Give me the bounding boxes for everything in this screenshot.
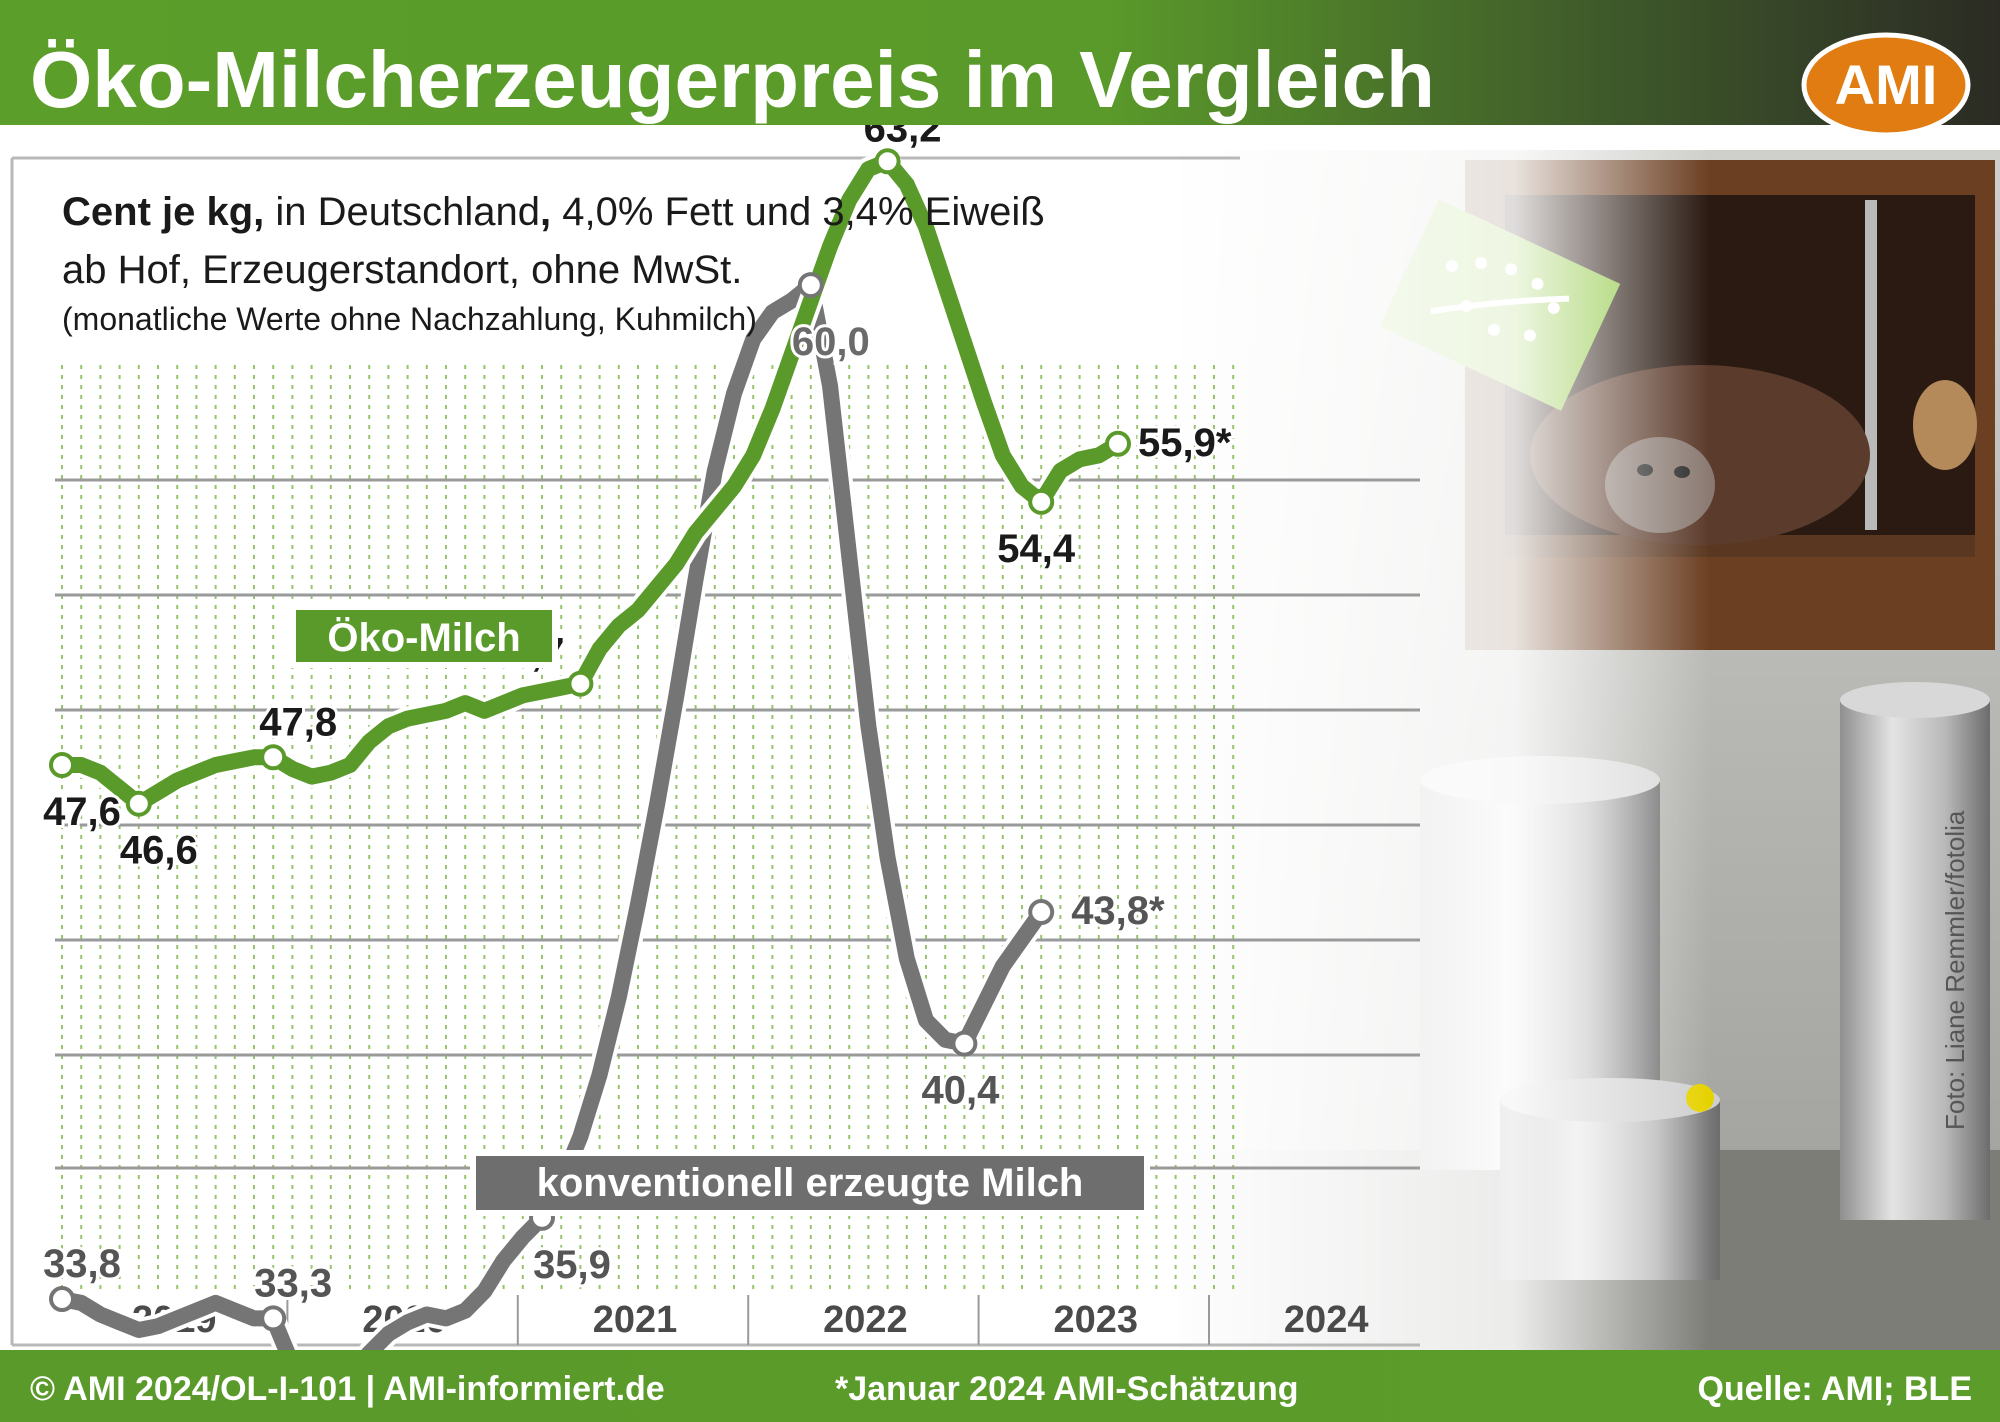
- data-label: 47,8: [259, 700, 337, 744]
- legend-oeko-milch-label: Öko-Milch: [327, 615, 520, 660]
- data-marker: [1028, 899, 1055, 926]
- x-tick-label: 2021: [593, 1299, 678, 1341]
- data-label: 33,8: [43, 1242, 121, 1286]
- legend-konventionell-label: konventionell erzeugte Milch: [537, 1161, 1084, 1205]
- data-marker: [874, 148, 901, 175]
- series-oeko-milch: [50, 149, 1130, 816]
- footer-source: Quelle: AMI; BLE: [1697, 1370, 1972, 1408]
- subtitle-block: Cent je kg, in Deutschland, 4,0% Fett un…: [62, 190, 1045, 337]
- data-marker: [797, 272, 824, 299]
- subtitle-line-3: (monatliche Werte ohne Nachzahlung, Kuhm…: [62, 301, 757, 337]
- data-marker: [125, 790, 152, 817]
- data-label: 43,8*: [1071, 889, 1165, 933]
- ami-logo-text: AMI: [1835, 53, 1938, 116]
- data-marker: [567, 670, 594, 697]
- data-marker: [49, 752, 75, 778]
- page-title: Öko-Milcherzeugerpreis im Vergleich: [30, 35, 1435, 124]
- data-label: 60,0: [792, 320, 870, 364]
- data-marker: [49, 1286, 75, 1313]
- header-bar: Öko-Milcherzeugerpreis im Vergleich AMI: [0, 0, 2000, 138]
- x-tick-label: 2023: [1054, 1299, 1139, 1341]
- subtitle-line-2: ab Hof, Erzeugerstandort, ohne MwSt.: [62, 248, 742, 292]
- ami-logo: AMI: [1801, 32, 1971, 138]
- footer-note: *Januar 2024 AMI-Schätzung: [835, 1370, 1299, 1408]
- subtitle-line-1: Cent je kg, in Deutschland, 4,0% Fett un…: [62, 190, 1045, 234]
- data-label: 55,9*: [1138, 421, 1232, 465]
- series-konventionell: [50, 273, 1054, 1420]
- legend-oeko-milch: Öko-Milch: [290, 604, 558, 668]
- footer-copyright: © AMI 2024/OL-I-101 | AMI-informiert.de: [30, 1370, 665, 1408]
- data-label: 47,6: [43, 790, 121, 834]
- footer-bar: © AMI 2024/OL-I-101 | AMI-informiert.de …: [0, 1350, 2000, 1422]
- data-label: 33,3: [254, 1261, 332, 1305]
- series-line-outline: [50, 273, 1054, 1420]
- year-separators: [286, 1295, 1210, 1345]
- data-marker: [260, 744, 287, 771]
- data-marker: [951, 1030, 978, 1057]
- background-photo: [1150, 150, 2000, 1350]
- x-tick-label: 2024: [1284, 1299, 1369, 1341]
- photo-credit: Foto: Liane Remmler/fotolia: [1940, 810, 1970, 1130]
- data-marker: [1105, 430, 1131, 457]
- data-label: 40,4: [921, 1069, 1000, 1113]
- data-markers: [49, 148, 1131, 1421]
- legend-konventionell: konventionell erzeugte Milch: [470, 1150, 1150, 1216]
- data-label: 35,9: [533, 1243, 611, 1287]
- data-label: 46,6: [120, 829, 198, 873]
- series-line: [54, 153, 1126, 812]
- x-tick-label: 2022: [823, 1299, 908, 1341]
- data-label: 54,4: [997, 527, 1076, 571]
- data-marker: [1028, 488, 1055, 515]
- data-marker: [260, 1305, 287, 1332]
